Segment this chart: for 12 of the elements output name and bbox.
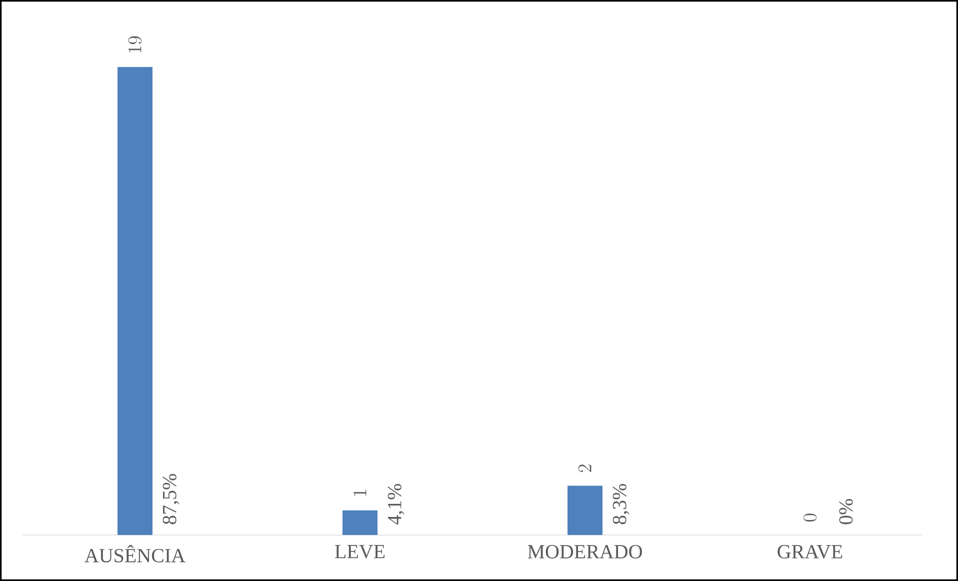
- x-tick-label: MODERADO: [528, 545, 642, 558]
- data-label: 0: [803, 514, 817, 522]
- data-label: 1: [353, 490, 366, 496]
- annotation: 0%: [839, 498, 853, 524]
- annotation: 87,5%: [162, 474, 180, 524]
- x-tick-label: AUSÊNCIA: [84, 545, 186, 562]
- annotation: 4,1%: [388, 484, 404, 525]
- data-label: 19: [128, 36, 142, 53]
- x-tick-label: GRAVE: [778, 545, 842, 559]
- annotation: 8,3%: [612, 484, 630, 524]
- x-tick-label: LEVE: [335, 545, 385, 558]
- data-label: 2: [578, 464, 592, 472]
